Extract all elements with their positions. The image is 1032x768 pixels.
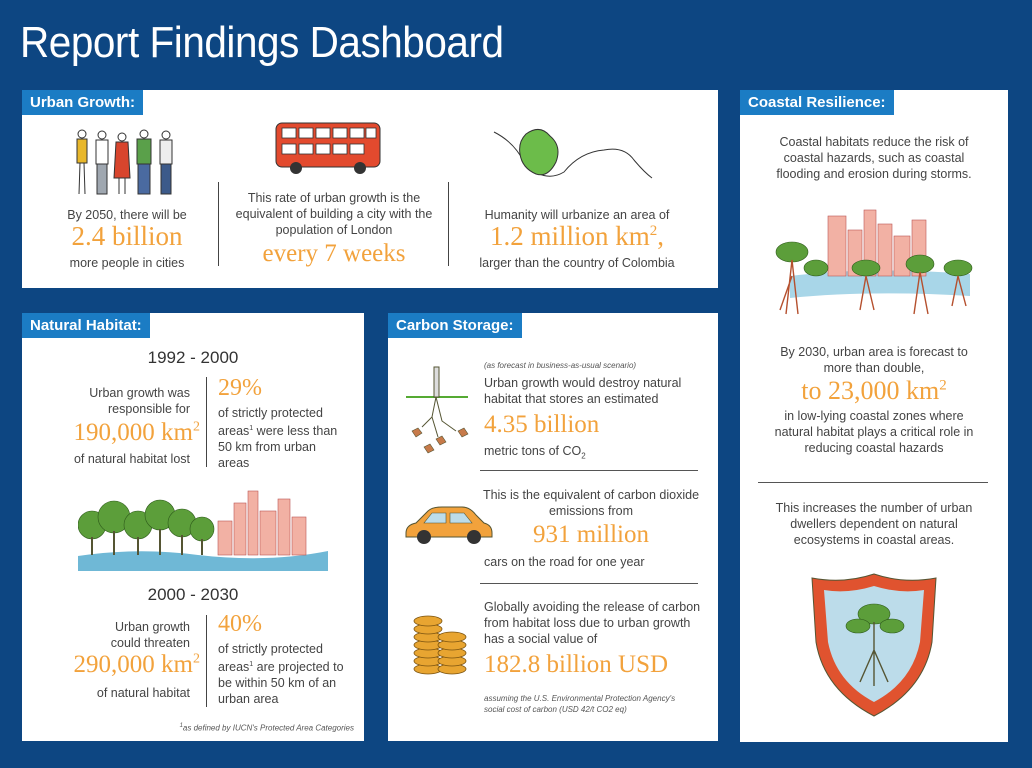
people-illustration (76, 129, 173, 195)
p2-left-pre: Urban growth could threaten (110, 620, 190, 650)
forest-city-illustration (78, 490, 328, 571)
colombia-map-illustration (493, 129, 653, 179)
carbon-block3-big: 182.8 billion USD (484, 651, 669, 678)
p1-right-text: of strictly protected areas1 were less t… (218, 406, 338, 471)
urban-col3-big: 1.2 million km2, (489, 221, 664, 251)
natural-habitat-panel: Natural Habitat: 1992 - 2000 Urban growt… (22, 313, 364, 741)
carbon-divider-2 (480, 583, 698, 584)
urban-col1-post: more people in cities (69, 256, 185, 270)
natural-habitat-tag: Natural Habitat: (22, 313, 150, 338)
carbon-divider-1 (480, 470, 698, 471)
coastal-intro: Coastal habitats reduce the risk of coas… (776, 135, 972, 181)
carbon-storage-tag: Carbon Storage: (388, 313, 522, 338)
coins-illustration (413, 615, 467, 675)
p1-left-pre: Urban growth was responsible for (89, 386, 190, 416)
roots-illustration (406, 366, 469, 454)
urban-col1-pre: By 2050, there will be (67, 208, 187, 222)
p2-divider (206, 615, 207, 707)
coastal-pre: By 2030, urban area is forecast to more … (780, 345, 968, 375)
iucn-footnote: 1as defined by IUCN's Protected Area Cat… (179, 723, 354, 733)
coastal-resilience-panel: Coastal Resilience: Coastal habitats red… (740, 90, 1008, 742)
urban-col3-post: larger than the country of Colombia (479, 256, 675, 270)
urban-col2-big: every 7 weeks (262, 240, 406, 267)
coastal-divider (758, 482, 988, 483)
carbon-block2-pre: This is the equivalent of carbon dioxide… (482, 488, 700, 518)
coastal-city-illustration (775, 209, 973, 315)
urban-divider-1 (218, 182, 219, 266)
forecast-note: (as forecast in business-as-usual scenar… (484, 361, 637, 370)
period-2000-2030: 2000 - 2030 (147, 585, 239, 604)
p1-left-post: of natural habitat lost (73, 452, 190, 466)
carbon-block1-pre: Urban growth would destroy natural habit… (484, 376, 682, 406)
carbon-storage-panel: Carbon Storage: (as forecast in business… (388, 313, 718, 741)
urban-col1-big: 2.4 billion (71, 221, 183, 251)
shield-icon (811, 573, 937, 717)
carbon-block3-pre: Globally avoiding the release of carbon … (484, 600, 701, 646)
coastal-post: in low-lying coastal zones where natural… (774, 409, 974, 455)
carbon-block2-big: 931 million (533, 521, 649, 548)
p2-left-post: of natural habitat (96, 686, 190, 700)
coastal-closing: This increases the number of urban dwell… (775, 501, 973, 547)
urban-growth-panel: Urban Growth: By 2050, there will be 2.4… (22, 90, 718, 288)
bus-illustration (275, 122, 381, 174)
page-title: Report Findings Dashboard (20, 18, 504, 67)
carbon-block1-post: metric tons of CO2 (484, 444, 586, 461)
urban-col3-pre: Humanity will urbanize an area of (484, 208, 670, 222)
p1-left-big: 190,000 km2 (73, 419, 200, 446)
urban-col2-pre: This rate of urban growth is the equival… (235, 191, 433, 237)
coastal-big: to 23,000 km2 (801, 376, 947, 405)
p2-right-big: 40% (218, 611, 262, 637)
p1-divider (206, 377, 207, 467)
p2-left-big: 290,000 km2 (73, 651, 200, 678)
urban-divider-2 (448, 182, 449, 266)
carbon-block3-note: assuming the U.S. Environmental Protecti… (484, 694, 676, 714)
carbon-block1-big: 4.35 billion (484, 411, 600, 438)
car-illustration (405, 506, 493, 544)
coastal-resilience-tag: Coastal Resilience: (740, 90, 894, 115)
period-1992-2000: 1992 - 2000 (147, 348, 239, 367)
p2-right-text: of strictly protected areas1 are project… (218, 642, 344, 707)
urban-growth-tag: Urban Growth: (22, 90, 143, 115)
carbon-block2-post: cars on the road for one year (484, 555, 645, 569)
p1-right-big: 29% (218, 375, 262, 401)
